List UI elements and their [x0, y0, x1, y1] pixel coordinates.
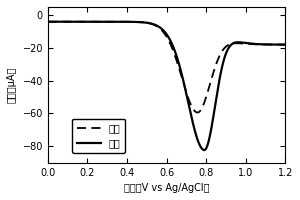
黑暗 — [284, 43, 287, 46]
黑暗 — [46, 20, 50, 23]
X-axis label: 电势（V vs Ag/AgCl）: 电势（V vs Ag/AgCl） — [124, 183, 209, 193]
Y-axis label: 电流（μA）: 电流（μA） — [7, 67, 17, 103]
黑暗 — [233, 42, 237, 44]
黑暗 — [277, 43, 281, 46]
黑暗 — [196, 111, 200, 114]
光照 — [277, 43, 280, 46]
黑暗 — [58, 20, 62, 23]
Legend: 黑暗, 光照: 黑暗, 光照 — [72, 119, 125, 153]
黑暗 — [277, 43, 280, 46]
光照 — [284, 43, 287, 46]
黑暗 — [161, 31, 165, 33]
光照 — [202, 149, 206, 151]
光照 — [155, 25, 159, 27]
光照 — [161, 29, 165, 32]
光照 — [58, 20, 62, 23]
光照 — [46, 20, 50, 23]
Line: 光照: 光照 — [48, 22, 285, 150]
黑暗 — [155, 25, 159, 28]
光照 — [233, 41, 237, 44]
Line: 黑暗: 黑暗 — [48, 22, 285, 112]
光照 — [277, 43, 281, 46]
